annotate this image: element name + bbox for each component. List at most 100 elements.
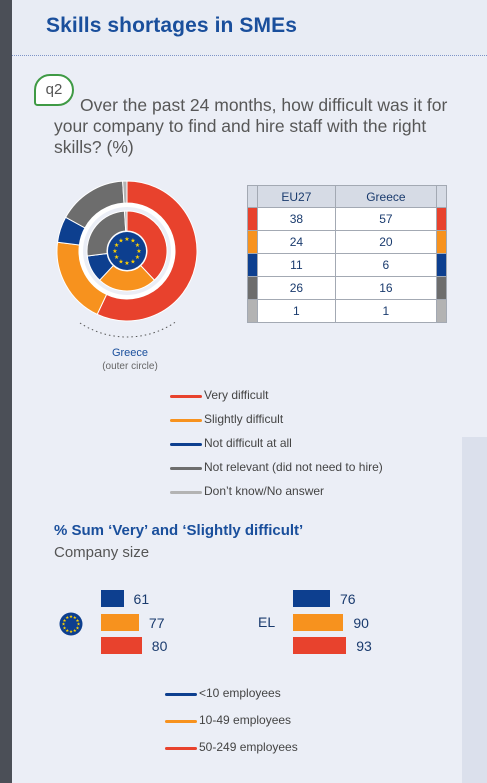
table-row: 24 20 <box>247 230 447 254</box>
eu27-inner-ring <box>86 210 168 292</box>
legend-swatch <box>170 443 202 446</box>
legend-item-not-relevant: Not relevant (did not need to hire) <box>170 460 470 476</box>
row-color-marker <box>248 254 257 276</box>
table-header-greece: Greece <box>334 185 438 208</box>
ring-separator <box>79 203 175 299</box>
bar-value-label: 90 <box>353 615 369 631</box>
eu-star: ★ <box>62 618 66 624</box>
legend-item-not-difficult: Not difficult at all <box>170 436 470 452</box>
eu-stars: ★ ★★★★★★★★★★★ <box>61 614 80 635</box>
row-color-marker <box>437 277 446 299</box>
eu-star: ★ <box>124 260 129 267</box>
legend-item-very-difficult: Very difficult <box>170 388 470 404</box>
table-row: 1 1 <box>247 299 447 323</box>
eu-star: ★ <box>75 625 79 631</box>
eu-star: ★ <box>135 242 140 249</box>
table-cell-greece: 20 <box>334 230 438 254</box>
table-header-row: EU27 Greece <box>247 185 447 208</box>
eu-star: ★ <box>76 622 80 628</box>
bar-value-label: 93 <box>356 638 372 654</box>
bar-el-1 <box>293 614 344 631</box>
eu-stars: ★ ★★★★★★★★★★★ <box>112 236 141 267</box>
eu-star: ★ <box>135 254 140 261</box>
header-band <box>12 0 487 55</box>
eu-star: ★ <box>73 615 77 621</box>
eu-star: ★ <box>65 628 69 634</box>
eu-star: ★ <box>130 258 135 265</box>
eu-star: ★ <box>124 236 129 243</box>
bar-eu27-1 <box>101 614 139 631</box>
row-color-marker <box>248 300 257 322</box>
bar-el-2 <box>293 637 347 654</box>
bar-eu27-0 <box>101 590 124 607</box>
legend-item-50-249: 50-249 employees <box>165 740 465 756</box>
table-cell-eu27: 26 <box>257 276 336 300</box>
eu27-slice-dont-know <box>123 210 128 232</box>
bar-value-label: 76 <box>339 591 356 607</box>
eu-star: ★ <box>118 258 123 265</box>
table-cell-greece: 1 <box>334 299 438 323</box>
question-label: Over the past 24 months, how difficult w… <box>54 95 448 157</box>
table-row: 26 16 <box>247 276 447 300</box>
table-cell-greece: 16 <box>334 276 438 300</box>
bar-value-label: 80 <box>151 638 168 654</box>
table-header-eu27: EU27 <box>257 185 336 208</box>
legend-label: Don’t know/No answer <box>204 484 325 498</box>
table-header-spacer <box>436 185 447 208</box>
eu-star: ★ <box>114 254 119 261</box>
eu27-slice-very-difficult <box>126 210 168 281</box>
right-side-panel <box>462 437 487 783</box>
bar-value-label: 61 <box>133 591 150 607</box>
row-color-marker <box>437 231 446 253</box>
table-row: 38 57 <box>247 207 447 231</box>
legend-label: 50-249 employees <box>199 740 298 754</box>
row-color-marker <box>437 300 446 322</box>
eu-star: ★ <box>73 628 77 634</box>
left-frame-edge <box>0 0 12 783</box>
legend-label: Not relevant (did not need to hire) <box>204 460 383 474</box>
legend-swatch <box>170 467 202 470</box>
row-color-marker <box>437 254 446 276</box>
eu-star: ★ <box>61 622 65 628</box>
eu-star: ★ <box>69 614 73 620</box>
legend-swatch <box>165 693 197 696</box>
eu-star: ★ <box>118 238 123 245</box>
table-cell-greece: 57 <box>334 207 438 231</box>
eu-star: ★ <box>69 629 73 635</box>
eu-star: ★ <box>136 248 141 255</box>
legend-item-dont-know: Don’t know/No answer <box>170 484 470 500</box>
legend-label: <10 employees <box>199 686 281 700</box>
outer-circle-label: Greece <box>111 347 149 359</box>
table-cell-eu27: 1 <box>257 299 336 323</box>
question-text: Over the past 24 months, how difficult w… <box>54 95 459 158</box>
legend-swatch <box>170 491 202 494</box>
page-title: Skills shortages in SMEs <box>46 14 297 37</box>
outer-circle-sublabel: (outer circle) <box>102 361 158 372</box>
legend-swatch <box>165 720 197 723</box>
eu-star: ★ <box>112 248 117 255</box>
row-color-marker <box>248 208 257 230</box>
legend-label: Not difficult at all <box>204 436 292 450</box>
eu-star: ★ <box>114 242 119 249</box>
legend-swatch <box>170 419 202 422</box>
legend-label: Slightly difficult <box>204 412 284 426</box>
legend-item-10-49: 10-49 employees <box>165 713 465 729</box>
eu-star: ★ <box>62 625 66 631</box>
legend-swatch <box>170 395 202 398</box>
table-header-spacer <box>247 185 258 208</box>
question-number-badge: q2 <box>34 74 74 106</box>
eu-star: ★ <box>130 238 135 245</box>
legend-swatch <box>165 747 197 750</box>
eu-flag-icon: ★ ★★★★★★★★★★★ <box>108 232 146 270</box>
legend-item-under-10: <10 employees <box>165 686 465 702</box>
table-cell-eu27: 38 <box>257 207 336 231</box>
legend-item-slightly-difficult: Slightly difficult <box>170 412 470 428</box>
outer-circle-guide-arc <box>78 321 176 338</box>
row-color-marker <box>437 208 446 230</box>
eu-star: ★ <box>65 615 69 621</box>
country-label-el: EL <box>258 614 276 630</box>
legend-label: 10-49 employees <box>199 713 292 727</box>
table-cell-eu27: 11 <box>257 253 336 277</box>
section-title: % Sum ‘Very’ and ‘Slightly difficult’ <box>54 522 304 539</box>
section-subtitle: Company size <box>54 544 150 561</box>
